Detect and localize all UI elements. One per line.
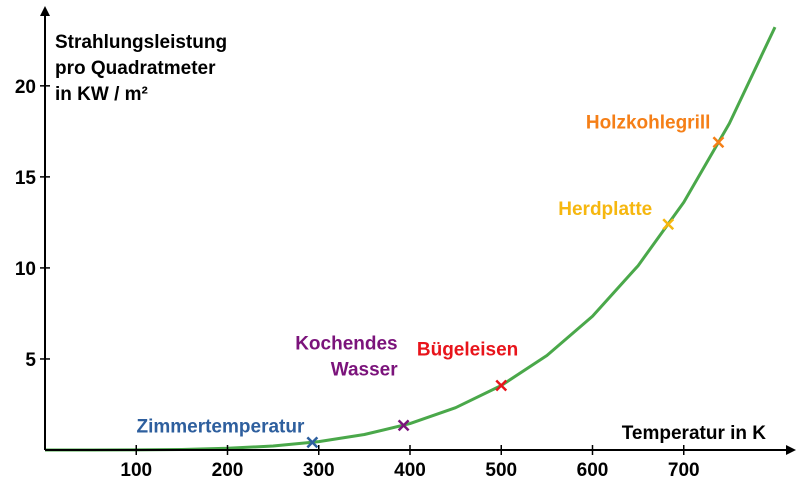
y-tick-label: 15 [15,168,37,189]
annotation-label: Kochendes [295,333,397,354]
y-axis-title-line-1: Strahlungsleistung [55,32,227,53]
x-tick-label: 200 [212,460,244,481]
annotation-marker [662,218,675,231]
x-tick-label: 100 [120,460,152,481]
annotation-label: Bügeleisen [417,340,518,361]
annotation-label: Herdplatte [558,199,652,220]
y-tick-label: 10 [15,259,36,280]
curve-layer [45,26,777,452]
annotation-label: Holzkohlegrill [586,112,711,133]
annotation-layer: Zimmertemperatur Kochendes Wasser Bügeleise… [136,112,725,449]
y-axis-title-line-3: in KW / m² [55,84,148,105]
x-tick-label: 500 [485,460,517,481]
series-line-0 [45,26,777,452]
y-tick-label: 20 [15,77,36,98]
tick-layer: 100 200 300 400 500 600 700 5 10 15 20 [15,77,700,481]
annotation-label: Zimmertemperatur [136,416,304,437]
x-tick-label: 300 [303,460,335,481]
annotation-marker [712,136,725,149]
y-axis-title-line-2: pro Quadratmeter [55,58,216,79]
x-tick-label: 600 [577,460,609,481]
annotation-marker [397,419,410,432]
annotation-marker [495,379,508,392]
x-axis-title: Temperatur in K [622,423,767,444]
x-tick-label: 700 [668,460,700,481]
y-tick-label: 5 [25,350,36,371]
annotation-label: Wasser [331,359,398,380]
x-tick-label: 400 [394,460,426,481]
y-axis-title: Strahlungsleistung pro Quadratmeter in K… [55,32,232,105]
annotation-marker [306,436,319,449]
